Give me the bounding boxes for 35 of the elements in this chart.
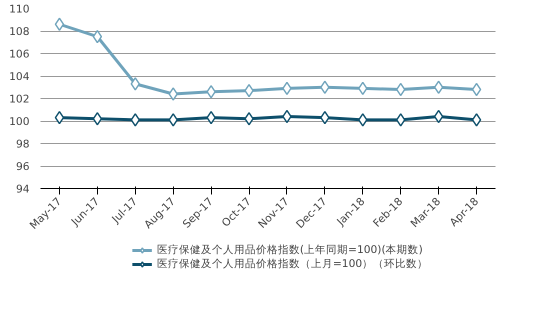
y-tick-label: 102 xyxy=(9,92,30,106)
y-tick-label: 106 xyxy=(9,48,30,60)
point xyxy=(244,84,254,98)
point xyxy=(282,110,292,124)
point xyxy=(54,110,64,124)
point xyxy=(92,30,102,44)
y-tick-label: 110 xyxy=(9,2,30,16)
point xyxy=(396,113,406,127)
point xyxy=(244,112,254,126)
point xyxy=(130,77,140,91)
point xyxy=(168,87,178,101)
point xyxy=(168,113,178,127)
point xyxy=(320,80,330,94)
legend-label: 医疗保健及个人用品价格指数（上月=100）（环比数） xyxy=(156,257,428,271)
y-tick-label: 108 xyxy=(9,25,30,38)
point xyxy=(472,113,482,127)
point xyxy=(396,82,406,96)
point xyxy=(282,82,292,96)
y-tick-label: 100 xyxy=(9,115,30,128)
y-tick-label: 98 xyxy=(16,138,30,150)
point xyxy=(54,18,64,31)
point xyxy=(434,110,444,124)
y-tick-label: 104 xyxy=(9,70,30,83)
point xyxy=(92,112,102,126)
legend-label: 医疗保健及个人用品价格指数(上年同期=100)(本期数) xyxy=(156,243,423,257)
point xyxy=(206,85,216,98)
point xyxy=(358,82,368,96)
point xyxy=(358,113,368,127)
point xyxy=(206,110,216,124)
point xyxy=(320,110,330,124)
y-tick-label: 94 xyxy=(16,182,30,196)
y-tick-label: 96 xyxy=(16,160,30,173)
point xyxy=(130,113,140,127)
point xyxy=(434,80,444,94)
point xyxy=(472,82,482,96)
